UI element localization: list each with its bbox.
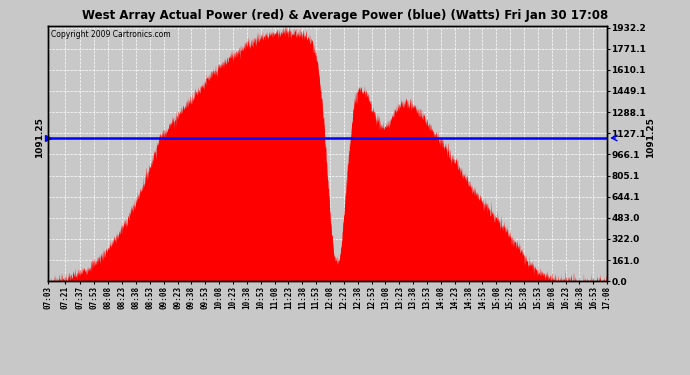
Text: West Array Actual Power (red) & Average Power (blue) (Watts) Fri Jan 30 17:08: West Array Actual Power (red) & Average …: [82, 9, 608, 22]
Text: Copyright 2009 Cartronics.com: Copyright 2009 Cartronics.com: [51, 30, 170, 39]
Text: 1091.25: 1091.25: [646, 117, 655, 158]
